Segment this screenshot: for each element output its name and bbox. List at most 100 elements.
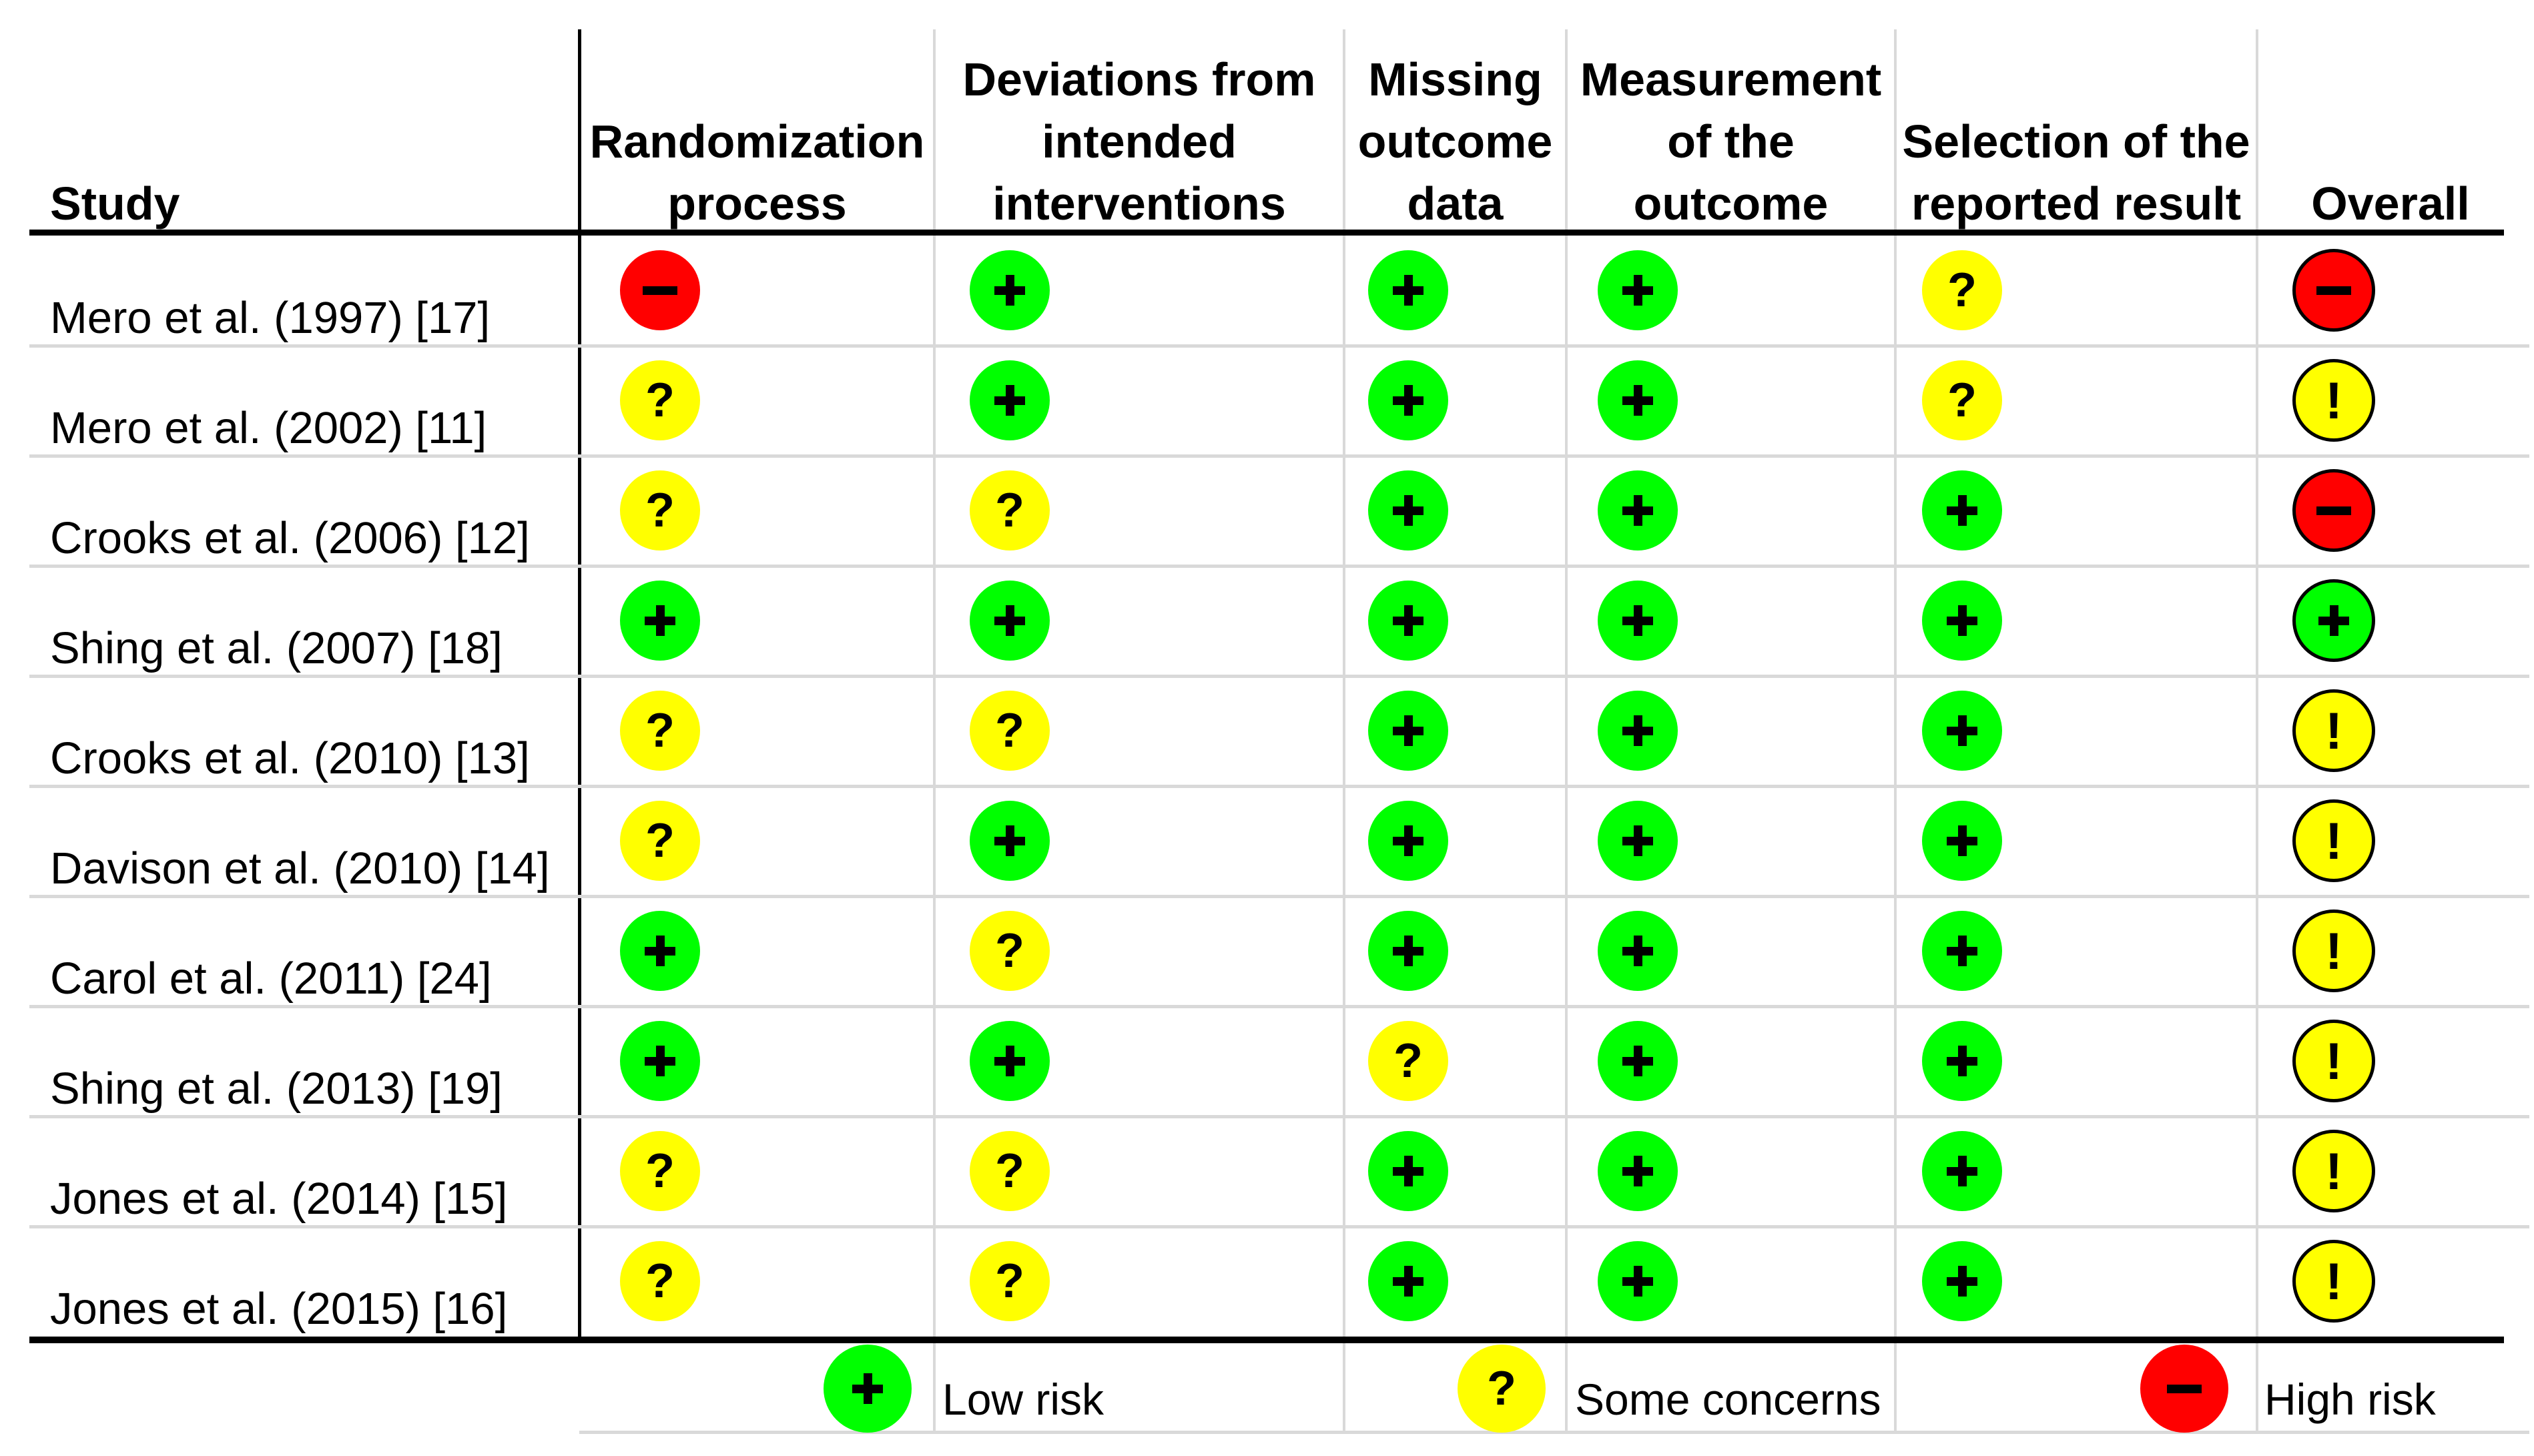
- minus-icon: [2316, 286, 2351, 295]
- plus-icon: [1393, 1156, 1423, 1186]
- rating-circle-low: [1598, 470, 1678, 551]
- row-separator: [29, 675, 2529, 678]
- rating-circle-some: !: [2292, 909, 2375, 992]
- study-label: Jones et al. (2014) [15]: [50, 1174, 508, 1224]
- rating-circle-some: ?: [620, 1241, 700, 1321]
- rating-circle-low: [1922, 691, 2002, 771]
- column-header-line: Measurement: [1580, 53, 1882, 105]
- column-header-line: intended: [1042, 115, 1237, 167]
- question-mark-icon: ?: [645, 374, 675, 427]
- exclamation-mark-icon: !: [2325, 1252, 2342, 1311]
- rating-circle-some: ?: [620, 470, 700, 551]
- rating-circle-low: [1368, 1241, 1448, 1321]
- plus-vertical-bar: [655, 605, 665, 636]
- question-mark-icon: ?: [1393, 1034, 1423, 1088]
- rating-circle-low: [1598, 1021, 1678, 1101]
- plus-vertical-bar: [1005, 1046, 1014, 1076]
- rating-circle-some: ?: [620, 1131, 700, 1211]
- column-header-selection: Selection of the reported result: [1897, 29, 2256, 235]
- plus-vertical-bar: [1403, 605, 1413, 636]
- question-mark-icon: ?: [1947, 264, 1977, 317]
- plus-vertical-bar: [1005, 825, 1014, 856]
- plus-vertical-bar: [1005, 605, 1014, 636]
- rating-circle-low: [1922, 1021, 2002, 1101]
- question-mark-icon: ?: [995, 924, 1024, 978]
- rating-circle-low: [620, 581, 700, 661]
- rating-circle-low: [1922, 911, 2002, 991]
- study-label: Jones et al. (2015) [16]: [50, 1284, 508, 1334]
- plus-vertical-bar: [1403, 275, 1413, 306]
- plus-icon: [994, 275, 1025, 306]
- study-column-divider-line: [578, 29, 581, 1343]
- plus-icon: [1622, 275, 1653, 306]
- plus-icon: [1947, 715, 1977, 746]
- plus-vertical-bar: [1633, 715, 1642, 746]
- plus-icon: [1622, 1046, 1653, 1076]
- question-mark-icon: ?: [645, 814, 675, 867]
- plus-vertical-bar: [1957, 825, 1967, 856]
- exclamation-mark-icon: !: [2325, 1032, 2342, 1090]
- plus-vertical-bar: [655, 1046, 665, 1076]
- plus-icon: [1947, 1046, 1977, 1076]
- column-divider-line: [1565, 29, 1568, 1434]
- rating-circle-low: [620, 911, 700, 991]
- column-header-line: reported result: [1911, 177, 2241, 230]
- plus-vertical-bar: [1957, 1156, 1967, 1186]
- study-label: Mero et al. (1997) [17]: [50, 293, 491, 343]
- question-mark-icon: ?: [645, 484, 675, 537]
- plus-icon: [1622, 936, 1653, 966]
- plus-vertical-bar: [1005, 275, 1014, 306]
- rating-circle-some: !: [2292, 1240, 2375, 1323]
- column-header-line: Overall: [2311, 177, 2470, 230]
- plus-vertical-bar: [1957, 495, 1967, 526]
- exclamation-mark-icon: !: [2325, 371, 2342, 430]
- plus-icon: [1393, 825, 1423, 856]
- rating-circle-low: [1368, 470, 1448, 551]
- rating-circle-low: [1368, 911, 1448, 991]
- plus-vertical-bar: [1633, 1046, 1642, 1076]
- plus-icon: [1393, 385, 1423, 416]
- rating-circle-low: [1598, 1241, 1678, 1321]
- column-header-line: interventions: [992, 177, 1286, 230]
- column-divider-line: [1343, 29, 1345, 1434]
- plus-vertical-bar: [1633, 275, 1642, 306]
- column-header-study: Study: [0, 29, 578, 235]
- plus-vertical-bar: [1957, 605, 1967, 636]
- plus-vertical-bar: [1633, 1156, 1642, 1186]
- question-mark-icon: ?: [645, 1144, 675, 1198]
- plus-icon: [994, 1046, 1025, 1076]
- rating-circle-low: [1598, 691, 1678, 771]
- column-header-line: Missing: [1368, 53, 1542, 105]
- plus-vertical-bar: [1957, 1266, 1967, 1297]
- exclamation-mark-icon: !: [2325, 811, 2342, 870]
- rating-circle-some: ?: [620, 691, 700, 771]
- column-header-line: outcome: [1357, 115, 1553, 167]
- plus-icon: [1622, 385, 1653, 416]
- plus-icon: [645, 605, 675, 636]
- plus-vertical-bar: [1005, 385, 1014, 416]
- plus-vertical-bar: [863, 1373, 872, 1404]
- plus-vertical-bar: [1633, 1266, 1642, 1297]
- rating-circle-some: !: [2292, 1020, 2375, 1102]
- plus-vertical-bar: [1403, 1266, 1413, 1297]
- rating-circle-low: [1598, 581, 1678, 661]
- legend-circle-some: ?: [1458, 1345, 1546, 1433]
- rating-circle-low: [1368, 250, 1448, 330]
- column-divider-line: [1894, 29, 1897, 1434]
- plus-icon: [1622, 715, 1653, 746]
- plus-icon: [1947, 1266, 1977, 1297]
- column-divider-line: [2256, 29, 2258, 1434]
- rating-circle-some: !: [2292, 359, 2375, 442]
- plus-icon: [1947, 825, 1977, 856]
- exclamation-mark-icon: !: [2325, 922, 2342, 980]
- plus-vertical-bar: [1403, 495, 1413, 526]
- minus-bar: [2316, 506, 2351, 515]
- legend-bottom-line: [579, 1431, 2529, 1434]
- plus-vertical-bar: [1633, 825, 1642, 856]
- column-header-line: Randomization: [589, 115, 925, 167]
- rating-circle-some: ?: [970, 691, 1050, 771]
- rating-circle-low: [1368, 801, 1448, 881]
- column-header-line: Deviations from: [962, 53, 1316, 105]
- plus-icon: [1622, 605, 1653, 636]
- plus-vertical-bar: [1957, 1046, 1967, 1076]
